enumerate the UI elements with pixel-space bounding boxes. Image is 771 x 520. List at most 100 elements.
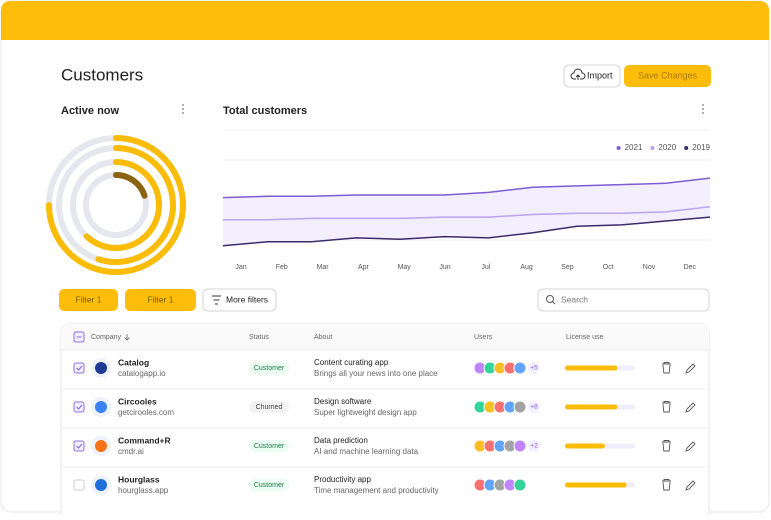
company-logo-mark — [95, 479, 107, 491]
menu-dots — [702, 104, 704, 114]
check-mark — [76, 404, 83, 410]
about-subtitle: Time management and productivity — [314, 486, 439, 495]
edit-icon[interactable] — [685, 441, 696, 452]
license-bar — [565, 443, 605, 449]
x-tick-label: Feb — [276, 264, 288, 271]
company-name: Circooles — [118, 396, 157, 406]
about-subtitle: AI and machine learning data — [314, 447, 419, 456]
edit-icon[interactable] — [685, 363, 696, 374]
x-tick-label: Oct — [603, 264, 614, 271]
page-title: Customers — [61, 65, 143, 84]
x-tick-label: Apr — [358, 264, 370, 271]
edit-icon[interactable] — [685, 402, 696, 413]
company-name: Catalog — [118, 357, 149, 367]
status-pill — [249, 440, 289, 452]
company-logo-mark — [95, 401, 107, 413]
ring-arc — [113, 172, 148, 199]
delete-icon[interactable] — [662, 479, 671, 491]
column-header: Users — [474, 334, 493, 341]
status-label: Customer — [254, 365, 285, 372]
column-header: License use — [566, 334, 603, 341]
sort-arrow — [124, 334, 130, 341]
search-placeholder: Search — [561, 294, 588, 304]
legend-label: 2020 — [658, 143, 676, 152]
column-header: About — [314, 334, 332, 341]
status-label: Customer — [254, 482, 285, 489]
company-domain: hourglass.app — [118, 486, 169, 495]
about-title: Data prediction — [314, 436, 368, 445]
extra-users: +5 — [530, 365, 538, 372]
save-label: Save Changes — [638, 70, 698, 80]
x-tick-label: Jul — [481, 264, 490, 271]
x-tick-label: May — [398, 264, 412, 271]
line-series — [222, 177, 711, 199]
about-title: Design software — [314, 397, 372, 406]
status-label: Churned — [256, 404, 283, 411]
row-checkbox[interactable] — [73, 440, 85, 452]
company-name: Command+R — [118, 435, 171, 445]
license-bar — [565, 482, 627, 488]
edit-icon[interactable] — [685, 480, 696, 491]
row-checkbox[interactable] — [73, 401, 85, 413]
x-tick-label: Aug — [520, 264, 533, 271]
extra-users-badge — [528, 401, 540, 413]
legend-label: 2019 — [692, 143, 710, 152]
status-pill — [249, 479, 289, 491]
status-pill — [249, 362, 289, 374]
search-icon — [546, 295, 554, 303]
column-header: Company — [91, 334, 121, 341]
row-checkbox[interactable] — [73, 479, 85, 491]
import-button[interactable] — [563, 64, 621, 88]
user-avatar — [513, 478, 527, 492]
line-series — [222, 216, 711, 247]
company-domain: catalogapp.io — [118, 369, 166, 378]
company-domain: cmdr.ai — [118, 447, 144, 456]
more-filters-label: More filters — [226, 294, 268, 304]
column-header: Status — [249, 334, 269, 341]
ring-arc — [83, 159, 162, 251]
ring-arc — [95, 145, 176, 265]
company-domain: getcirooles.com — [118, 408, 174, 417]
filter-button[interactable] — [59, 289, 118, 311]
menu-dots — [182, 104, 184, 114]
area-band — [223, 178, 710, 246]
search-box[interactable] — [537, 288, 710, 312]
table-header — [61, 324, 709, 350]
user-avatar — [513, 439, 527, 453]
x-tick-label: Nov — [643, 264, 656, 271]
about-subtitle: Brings all your news into one place — [314, 369, 438, 378]
user-avatar — [513, 400, 527, 414]
x-tick-label: Mar — [317, 264, 330, 271]
delete-icon[interactable] — [662, 440, 671, 452]
company-logo-mark — [95, 362, 107, 374]
legend-dot — [616, 146, 621, 150]
legend-dot — [684, 146, 689, 150]
about-title: Content curating app — [314, 358, 389, 367]
extra-users: +2 — [530, 443, 538, 450]
user-avatar — [513, 361, 527, 375]
delete-icon[interactable] — [662, 362, 671, 374]
import-label: Import — [587, 70, 613, 80]
search-icon — [552, 301, 556, 305]
x-tick-label: Dec — [684, 264, 697, 271]
more-filters-button[interactable] — [202, 288, 277, 312]
line-series — [223, 205, 711, 221]
filter-button[interactable] — [125, 289, 196, 311]
status-pill — [249, 401, 289, 413]
save-button[interactable] — [624, 65, 711, 87]
license-bar — [565, 404, 618, 410]
about-title: Productivity app — [314, 475, 371, 484]
card-title: Total customers — [223, 105, 307, 117]
card-title: Active now — [61, 105, 120, 117]
legend-dot — [650, 146, 655, 150]
extra-users-badge — [528, 440, 540, 452]
license-bar — [565, 365, 618, 371]
filter-label: Filter 1 — [76, 294, 102, 304]
x-tick-label: Jun — [439, 264, 450, 271]
row-checkbox[interactable] — [73, 362, 85, 374]
filter-icon — [212, 295, 221, 305]
x-tick-label: Jan — [235, 264, 246, 271]
top-bar — [1, 1, 769, 40]
x-tick-label: Sep — [561, 264, 574, 271]
delete-icon[interactable] — [662, 401, 671, 413]
